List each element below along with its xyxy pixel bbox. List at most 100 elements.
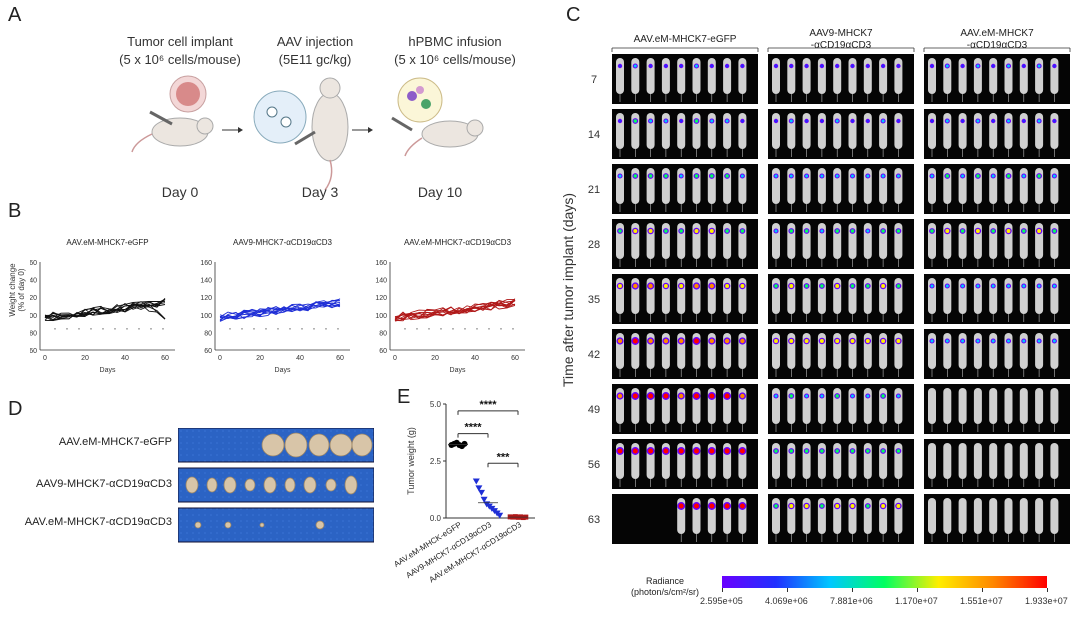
bioluminescence-core: [617, 448, 623, 454]
mouse-silhouette: [1019, 388, 1028, 424]
bioluminescence-core: [695, 64, 698, 68]
mouse-silhouette: [1004, 58, 1013, 94]
reference-dot: [325, 328, 327, 330]
y-tick-label: 80: [204, 330, 212, 337]
bioluminescence-core: [663, 284, 668, 288]
mouse-silhouette: [707, 113, 716, 149]
mouse-silhouette: [1019, 168, 1028, 204]
mouse-silhouette: [802, 388, 811, 424]
mouse-silhouette: [989, 388, 998, 424]
mouse-silhouette: [973, 113, 982, 149]
mouse-silhouette: [738, 168, 747, 204]
bioluminescence-core: [896, 339, 901, 343]
bioluminescence-core: [945, 64, 949, 68]
mouse-silhouette: [928, 58, 936, 94]
mouse-silhouette: [973, 278, 982, 314]
colorbar-tick-label: 1.933e+07: [1025, 596, 1068, 606]
bioluminescence-core: [1022, 339, 1026, 343]
reference-dot: [162, 328, 164, 330]
bioluminescence-core: [820, 449, 824, 453]
bioluminescence-core: [740, 174, 744, 178]
mouse-silhouette: [646, 58, 655, 94]
tumor-photos: [178, 428, 374, 543]
mouse-silhouette: [802, 113, 811, 149]
e-y-axis-label: Tumor weight (g): [406, 427, 416, 495]
bioluminescence-core: [789, 119, 793, 123]
bioluminescence-core: [961, 119, 964, 123]
mouse-silhouette: [928, 388, 936, 424]
mouse-silhouette: [1035, 278, 1044, 314]
bioluminescence-core: [851, 174, 854, 178]
bioluminescence-core: [881, 229, 885, 233]
mouse-silhouette: [863, 223, 872, 259]
group-label-3: AAV.eM-MHCK7 -αCD19αCD3: [960, 28, 1034, 51]
bioluminescence-core: [866, 174, 870, 178]
bioluminescence-core: [851, 394, 854, 398]
bioluminescence-core: [774, 449, 778, 453]
mouse-silhouette: [1004, 498, 1013, 534]
mouse-silhouette: [894, 58, 903, 94]
bioluminescence-core: [881, 119, 885, 123]
day-label-56: 56: [588, 459, 600, 471]
bioluminescence-core: [975, 229, 980, 233]
bioluminescence-core: [1052, 284, 1056, 288]
mouse-silhouette: [661, 113, 670, 149]
bioluminescence-core: [804, 449, 809, 453]
e-y-tick-label: 5.0: [430, 400, 442, 409]
mouse-silhouette: [863, 168, 872, 204]
reference-dot: [428, 328, 430, 330]
bioluminescence-core: [820, 174, 824, 178]
bioluminescence-core: [664, 229, 668, 233]
mouse-silhouette: [616, 168, 624, 204]
bioluminescence-core: [774, 119, 778, 123]
bioluminescence-core: [664, 174, 668, 178]
mouse-silhouette: [943, 278, 952, 314]
bioluminescence-core: [881, 64, 885, 68]
mouse-silhouette: [1019, 498, 1028, 534]
bioluminescence-core: [790, 64, 793, 68]
mouse-silhouette: [677, 58, 686, 94]
bioluminescence-core: [648, 174, 653, 178]
bioluminescence-core: [694, 448, 699, 454]
bioluminescence-core: [866, 284, 870, 288]
bioluminescence-core: [930, 229, 934, 233]
bioluminescence-core: [961, 174, 965, 178]
mouse-silhouette: [989, 278, 998, 314]
bioluminescence-core: [820, 229, 824, 233]
mouse-silhouette: [958, 168, 967, 204]
y-tick-label: 60: [204, 348, 212, 355]
day-label-28: 28: [588, 239, 600, 251]
bioluminescence-core: [724, 503, 730, 509]
reference-dot: [476, 328, 478, 330]
mouse-silhouette: [1050, 278, 1059, 314]
x-tick-label: 20: [256, 355, 264, 362]
bioluminescence-core: [930, 174, 934, 178]
bioluminescence-core: [679, 284, 684, 288]
mouse-silhouette: [772, 223, 780, 259]
e-sig-label: ****: [464, 422, 482, 434]
e-sig-label: ***: [497, 451, 511, 463]
bioluminescence-core: [663, 448, 669, 454]
bioluminescence-core: [663, 393, 669, 399]
bioluminescence-core: [804, 339, 809, 343]
bioluminescence-core: [789, 504, 794, 508]
mouse-silhouette: [1050, 388, 1059, 424]
mouse-silhouette: [692, 58, 701, 94]
mouse-silhouette: [1035, 333, 1044, 369]
bioluminescence-core: [976, 174, 980, 178]
mouse-silhouette: [817, 113, 826, 149]
tumor-row-label-2: AAV9-MHCK7-αCD19αCD3: [36, 478, 172, 490]
colorbar-tick-label: 2.595e+05: [700, 596, 743, 606]
bioluminescence-core: [633, 229, 638, 233]
bioluminescence-core: [992, 64, 995, 68]
bioluminescence-core: [680, 64, 683, 68]
reference-dot: [66, 328, 68, 330]
mouse-silhouette: [894, 388, 903, 424]
bioluminescence-core: [835, 229, 839, 233]
bioluminescence-core: [649, 119, 653, 123]
reference-dot: [265, 328, 267, 330]
mouse-silhouette: [1050, 443, 1059, 479]
bioluminescence-core: [850, 449, 855, 453]
reference-dot: [102, 328, 104, 330]
bioluminescence-core: [945, 119, 949, 123]
